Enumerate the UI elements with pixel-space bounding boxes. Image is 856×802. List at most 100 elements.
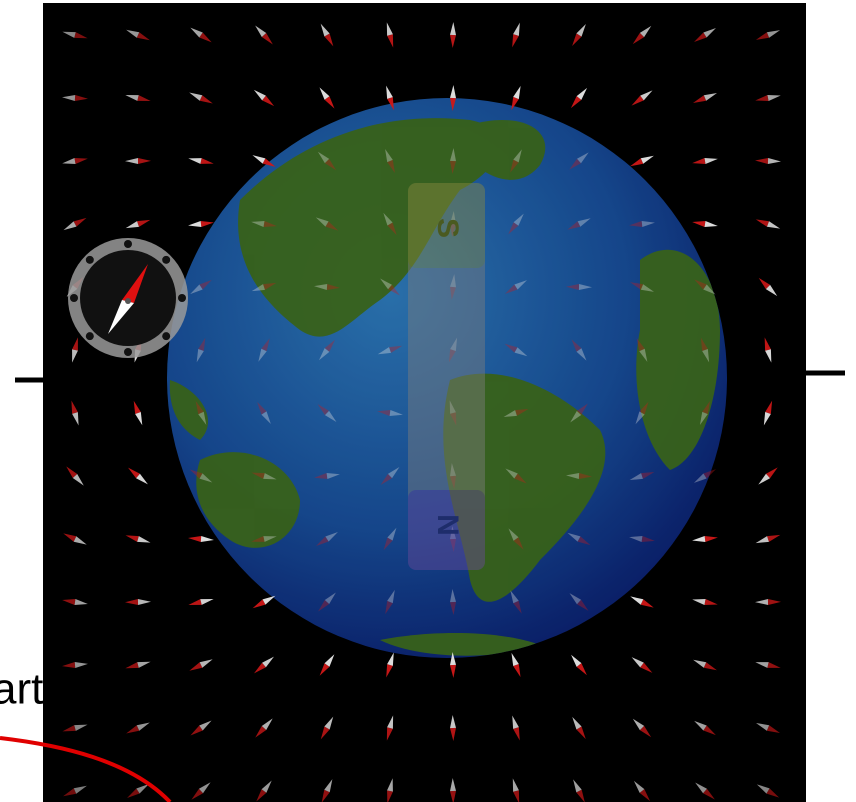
field-needle	[125, 158, 151, 164]
field-needle	[632, 718, 652, 738]
needle-half	[380, 473, 393, 485]
field-needle	[572, 23, 586, 47]
needle-half	[695, 782, 707, 794]
needle-half	[324, 654, 335, 667]
field-needle	[572, 716, 586, 740]
field-needle	[254, 656, 274, 674]
field-needle	[571, 339, 587, 361]
compass-dot	[70, 294, 78, 302]
field-needle	[566, 284, 592, 290]
field-needle	[385, 148, 395, 174]
needle-half	[318, 599, 330, 612]
needle-half	[450, 223, 456, 237]
needle-half	[512, 715, 519, 729]
field-needle	[314, 284, 340, 290]
needle-half	[263, 473, 277, 480]
field-needle	[449, 400, 457, 426]
needle-half	[567, 221, 581, 230]
needle-half	[766, 725, 780, 734]
needle-half	[261, 411, 271, 425]
needle-half	[62, 31, 76, 38]
needle-half	[262, 656, 274, 668]
needle-half	[577, 218, 591, 227]
needle-half	[692, 95, 707, 103]
needle-half	[63, 788, 77, 797]
field-needle	[504, 343, 528, 357]
compass-dot	[124, 348, 132, 356]
field-needle	[692, 158, 718, 164]
needle-half	[200, 158, 214, 164]
needle-half	[765, 349, 772, 363]
field-needle	[629, 221, 655, 227]
field-needle	[253, 89, 275, 107]
needle-half	[508, 222, 519, 235]
needle-half	[318, 348, 330, 361]
field-needle	[72, 337, 78, 363]
needle-half	[566, 473, 580, 479]
needle-half	[704, 158, 718, 164]
field-needle	[63, 533, 87, 545]
field-needle	[188, 158, 214, 164]
field-needle	[319, 654, 335, 676]
field-needle	[569, 152, 589, 170]
compass-dot	[85, 332, 94, 341]
field-needle	[503, 409, 529, 417]
needle-half	[703, 93, 718, 101]
needle-half	[504, 343, 518, 353]
needle-half	[190, 725, 203, 736]
needle-half	[137, 536, 151, 543]
field-needle	[692, 93, 718, 103]
needle-half	[569, 158, 581, 170]
field-needle	[508, 213, 524, 235]
needle-half	[125, 95, 139, 101]
needle-half	[387, 790, 393, 802]
needle-half	[380, 278, 392, 290]
needle-half	[251, 472, 265, 479]
needle-half	[66, 466, 78, 479]
needle-half	[261, 718, 273, 731]
needle-half	[136, 32, 150, 41]
needle-half	[513, 537, 524, 550]
needle-half	[324, 592, 336, 605]
field-needle	[257, 401, 271, 425]
field-needle	[629, 536, 655, 542]
needle-half	[767, 534, 781, 542]
needle-half	[200, 536, 214, 542]
needle-half	[450, 22, 456, 36]
field-needle	[316, 531, 338, 547]
needle-half	[137, 599, 151, 605]
field-needle	[630, 596, 654, 608]
bar-magnet	[408, 183, 485, 570]
needle-half	[189, 469, 203, 479]
needle-half	[767, 662, 781, 668]
field-needle	[320, 716, 334, 740]
field-needle	[692, 599, 718, 605]
needle-half	[251, 536, 265, 542]
compass[interactable]	[68, 238, 188, 358]
field-needle	[631, 90, 653, 106]
needle-half	[387, 715, 394, 729]
field-needle	[511, 85, 521, 111]
field-needle	[188, 221, 214, 227]
needle-half	[325, 531, 338, 542]
field-needle	[71, 400, 79, 426]
needle-half	[74, 724, 88, 731]
needle-half	[195, 401, 204, 415]
needle-half	[704, 221, 718, 227]
field-needle	[62, 95, 88, 101]
needle-half	[639, 401, 649, 415]
needle-half	[513, 727, 520, 741]
needle-half	[702, 349, 710, 363]
needle-half	[389, 345, 403, 353]
needle-half	[125, 158, 139, 164]
needle-half	[324, 339, 336, 352]
field-needle	[755, 95, 781, 101]
needle-half	[137, 95, 151, 101]
needle-half	[630, 596, 644, 605]
needle-half	[125, 535, 139, 542]
needle-half	[450, 664, 456, 678]
needle-half	[324, 158, 337, 171]
needle-half	[703, 469, 717, 479]
needle-half	[388, 284, 400, 296]
field-needle	[386, 715, 394, 741]
